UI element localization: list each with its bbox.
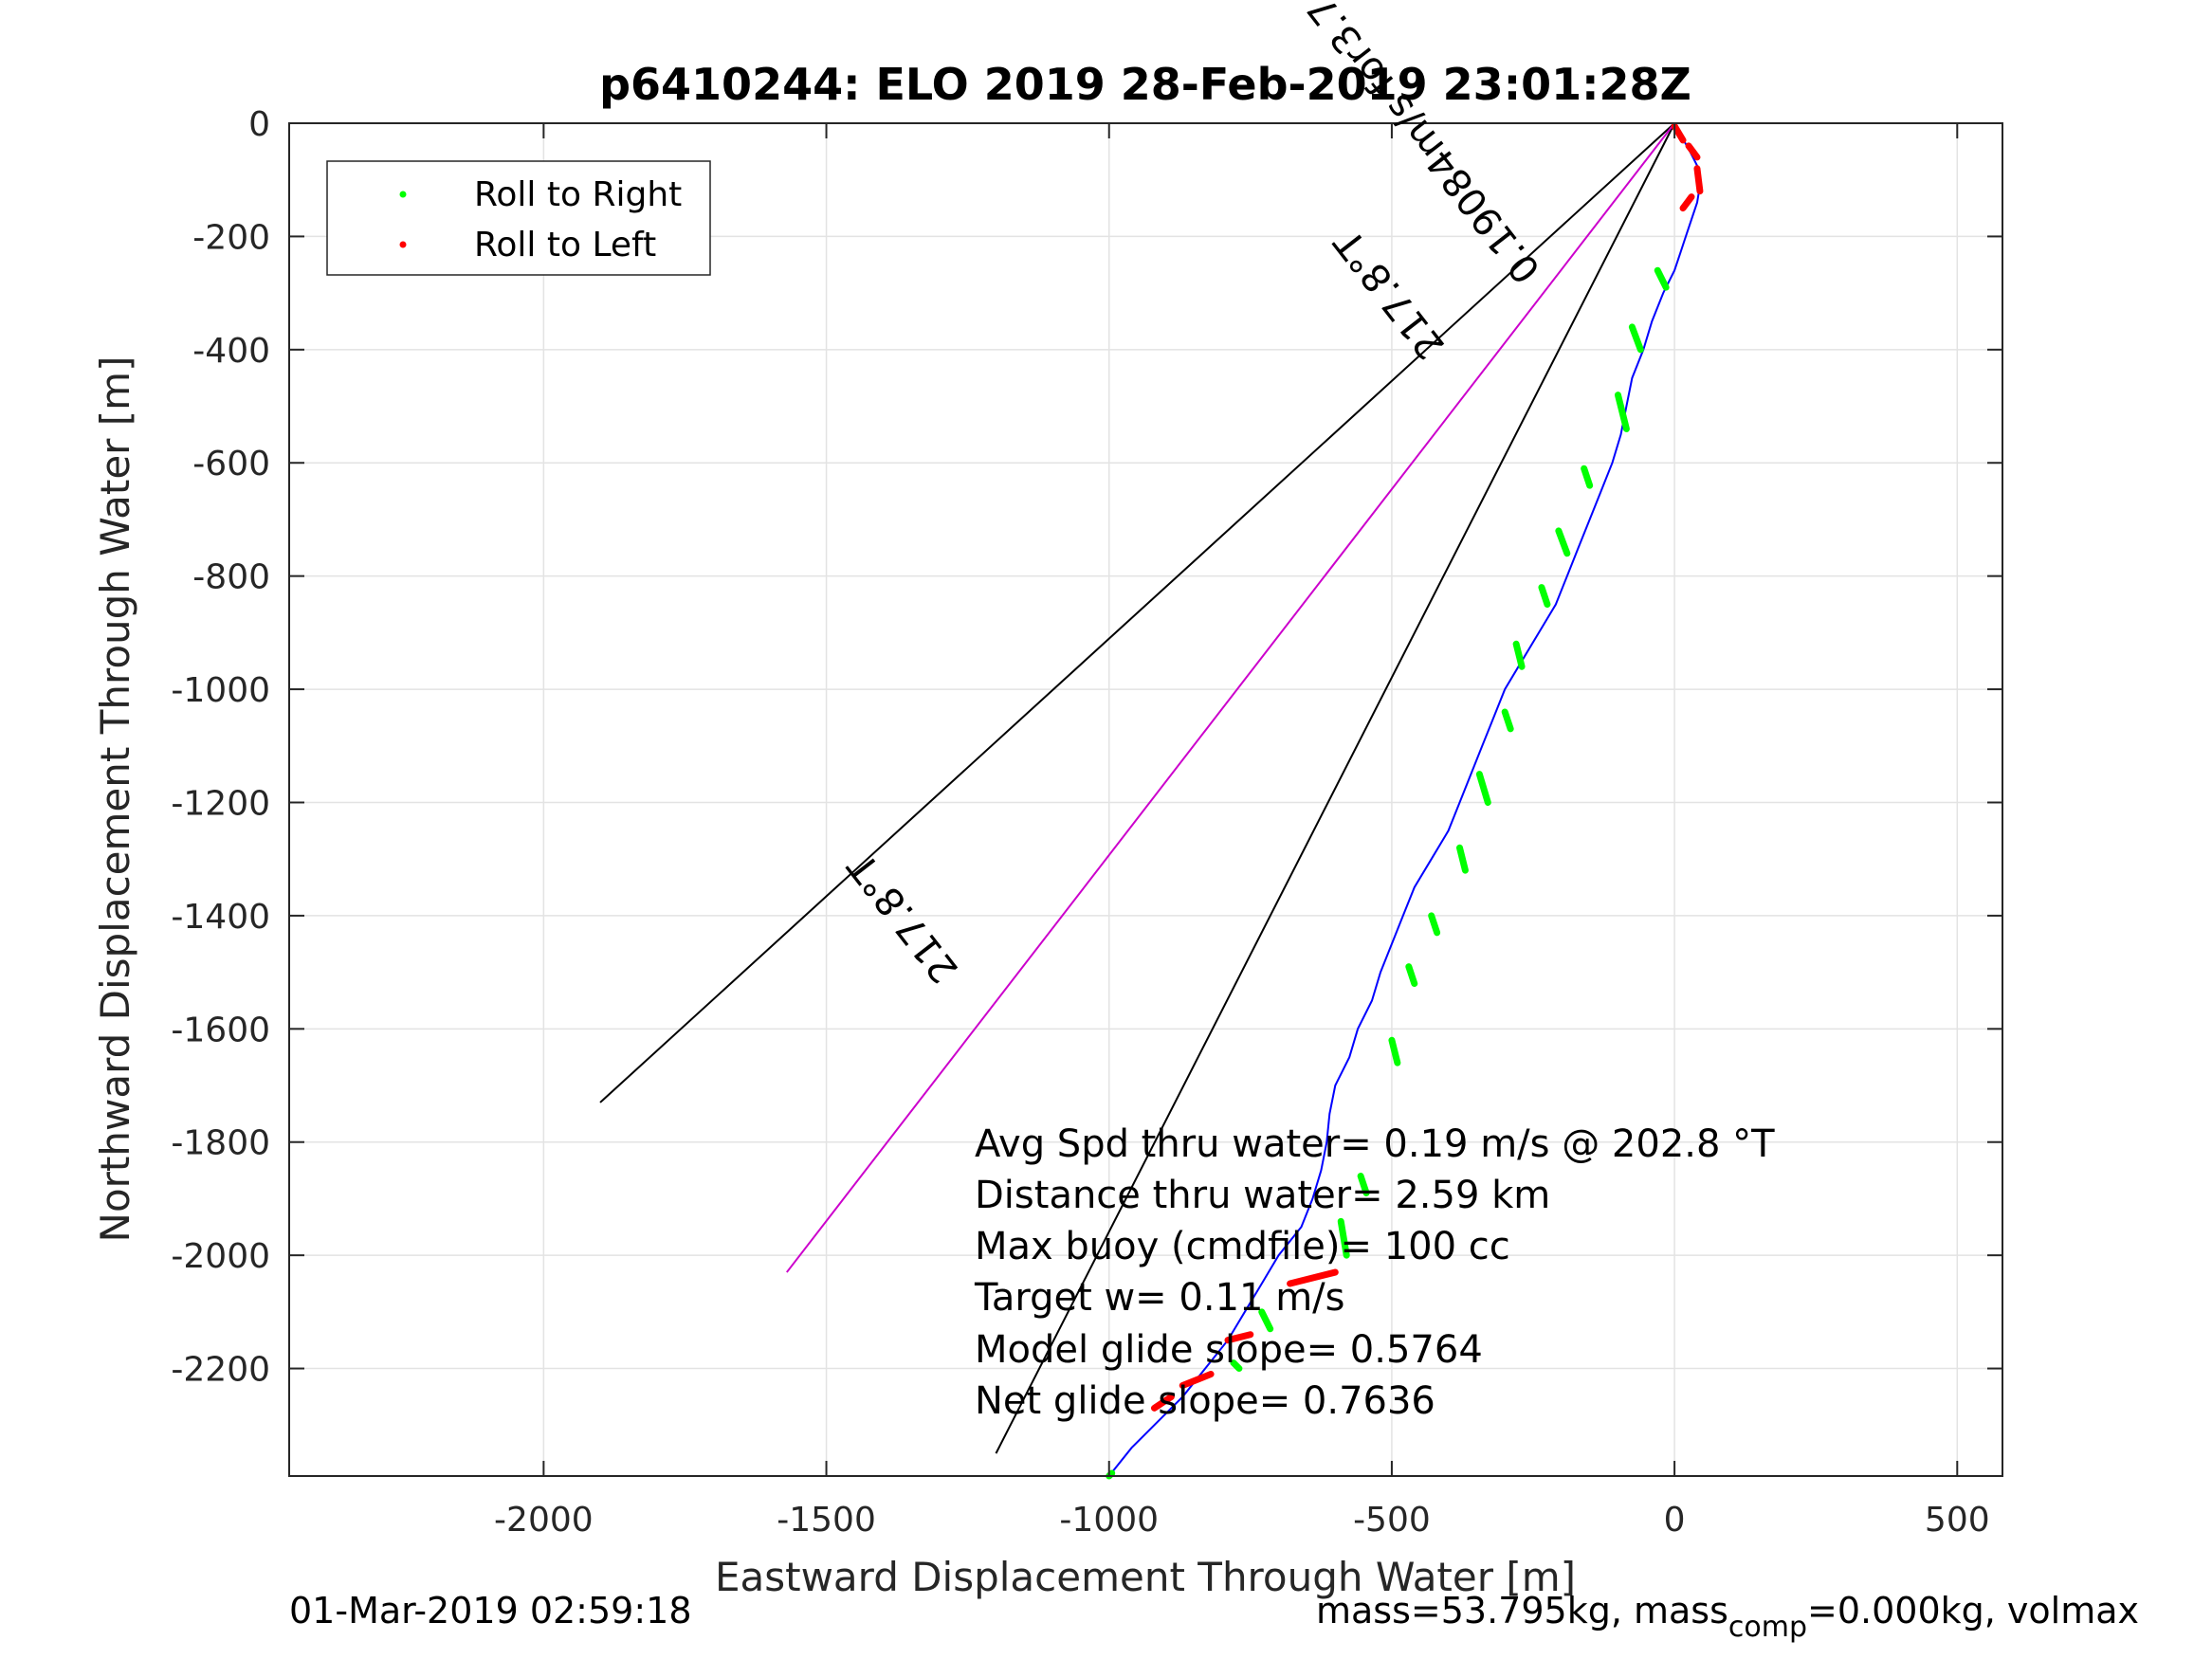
annotation-distance: Distance thru water= 2.59 km	[975, 1174, 1550, 1217]
roll-left-segment	[1150, 1393, 1175, 1412]
y-tick-label: -600	[192, 445, 270, 483]
y-tick-label: -1600	[171, 1011, 270, 1049]
mean-heading-line	[786, 122, 1675, 1273]
roll-left-segment	[1224, 1331, 1254, 1344]
y-tick-label: 0	[248, 105, 270, 144]
x-tick-label: -1500	[777, 1501, 876, 1540]
y-tick-label: -1200	[171, 784, 270, 823]
footer-mass-suffix: =0.000kg, volmax	[1807, 1590, 2139, 1632]
annotation-model-glide: Model glide slope= 0.5764	[975, 1328, 1483, 1372]
chart-title: p6410244: ELO 2019 28-Feb-2019 23:01:28Z	[599, 59, 1691, 110]
y-tick-label: -400	[192, 332, 270, 371]
roll-left-segment	[1693, 165, 1704, 195]
x-axis-label: Eastward Displacement Through Water [m]	[715, 1554, 1576, 1600]
axis-ticks: -2000 -1500 -1000 -500 0 500 0 -200 -400 -600 -800…	[171, 105, 2002, 1540]
roll-right-segment	[1455, 844, 1469, 874]
roll-right-segment	[1501, 708, 1514, 733]
x-tick-label: -500	[1353, 1501, 1431, 1540]
roll-right-segment	[1512, 640, 1526, 670]
y-tick-label: -2000	[171, 1237, 270, 1276]
speed-distance-label: 0.19084m/s for3.7402hr =2.5696km	[1087, 0, 1549, 291]
roll-right-segment	[1475, 771, 1491, 806]
footer-mass-prefix: mass=53.795kg, mass	[1316, 1590, 1728, 1632]
y-tick-label: -800	[192, 558, 270, 597]
roll-right-segment	[1230, 1359, 1243, 1373]
annotation-avg-speed: Avg Spd thru water= 0.19 m/s @ 202.8 °T	[975, 1122, 1775, 1166]
y-tick-label: -1400	[171, 898, 270, 937]
legend-label-left: Roll to Left	[474, 226, 656, 264]
x-tick-label: 0	[1664, 1501, 1686, 1540]
roll-left-segment	[1685, 142, 1701, 161]
y-tick-label: -1800	[171, 1124, 270, 1163]
x-tick-label: -1000	[1059, 1501, 1159, 1540]
legend: Roll to Right Roll to Left	[326, 160, 711, 276]
y-axis-label: Northward Displacement Through Water [m]	[92, 356, 138, 1243]
roll-left-segment	[1287, 1268, 1339, 1287]
heading-label-lower: 217.8°T	[840, 845, 967, 991]
stats-annotations: Avg Spd thru water= 0.19 m/s @ 202.8 °T …	[974, 1122, 1775, 1423]
heading-label-upper: 217.8°T	[1326, 221, 1453, 367]
legend-marker-left	[399, 241, 407, 248]
roll-left-segment	[1679, 193, 1695, 212]
x-tick-label: -2000	[494, 1501, 594, 1540]
roll-right-segment	[1337, 1217, 1350, 1259]
annotation-target-w: Target w= 0.11 m/s	[974, 1276, 1344, 1320]
roll-right-segment	[1538, 584, 1551, 609]
roll-right-segment	[1357, 1173, 1370, 1196]
roll-right-segment	[1428, 912, 1441, 937]
grid-lines	[289, 122, 2002, 1476]
roll-right-segment	[1628, 323, 1644, 354]
footer-mass: mass=53.795kg, masscomp=0.000kg, volmax	[1316, 1590, 2139, 1644]
roll-right-segment	[1654, 266, 1670, 291]
annotation-max-buoy: Max buoy (cmdfile)= 100 cc	[975, 1225, 1510, 1268]
x-tick-label: 500	[1925, 1501, 1990, 1540]
footer-mass-sub: comp	[1728, 1611, 1807, 1644]
annotation-net-glide: Net glide slope= 0.7636	[975, 1379, 1435, 1423]
y-tick-label: -2200	[171, 1351, 270, 1390]
legend-label-right: Roll to Right	[474, 175, 682, 214]
legend-box	[326, 160, 711, 276]
roll-right-segment	[1258, 1308, 1274, 1333]
roll-right-segment	[1388, 1036, 1401, 1066]
plot-series	[599, 122, 1704, 1480]
roll-right-segment	[1555, 527, 1571, 557]
glider-track-line	[1107, 122, 1701, 1477]
footer-timestamp: 01-Mar-2019 02:59:18	[289, 1590, 692, 1632]
roll-right-segment	[1614, 392, 1630, 432]
legend-marker-right	[399, 191, 407, 198]
heading-cone-line	[599, 122, 1675, 1103]
y-tick-label: -200	[192, 218, 270, 257]
y-tick-label: -1000	[171, 671, 270, 710]
roll-left-segment	[1179, 1371, 1215, 1389]
heading-cone-line	[995, 122, 1675, 1454]
roll-left-segment	[1671, 122, 1687, 144]
axes-box	[288, 122, 2003, 1477]
roll-right-segment	[1581, 465, 1594, 489]
roll-right-segment	[1405, 963, 1418, 988]
